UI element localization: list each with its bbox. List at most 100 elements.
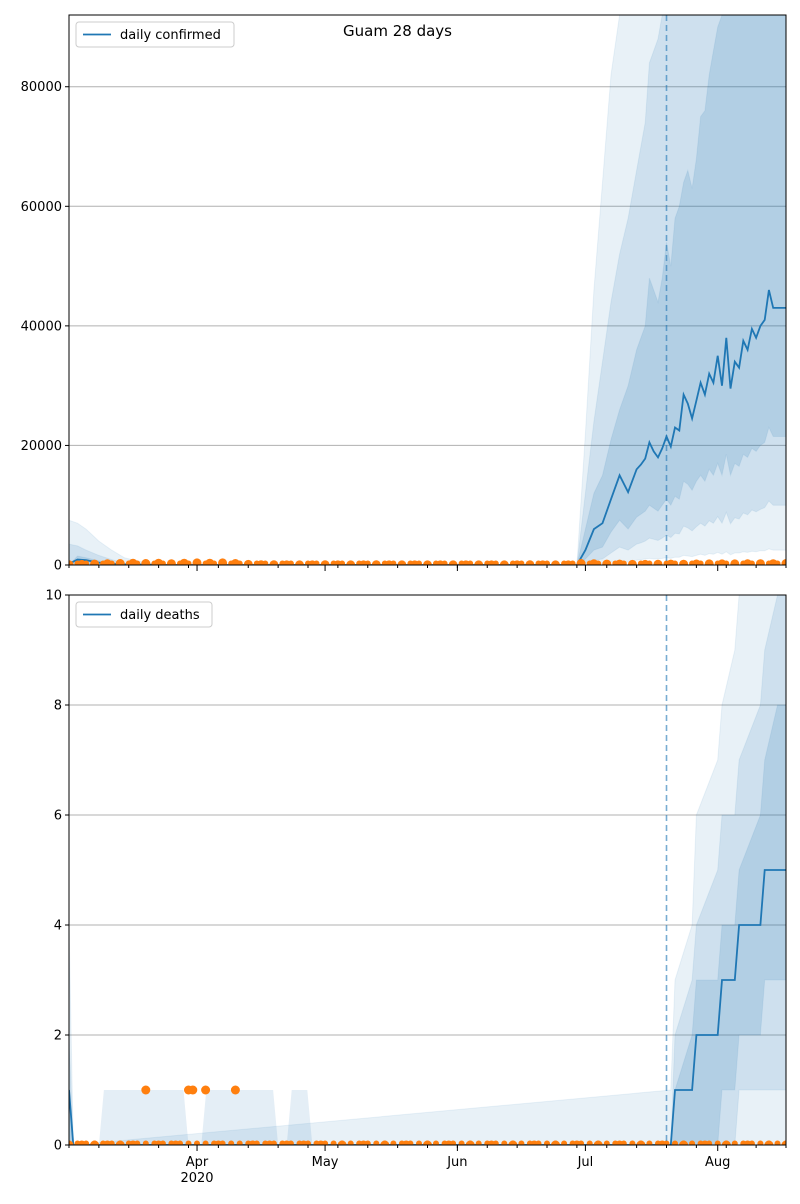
observed-point-baseline bbox=[211, 1140, 218, 1145]
observed-point-baseline bbox=[168, 560, 175, 565]
observed-point-baseline bbox=[390, 1140, 397, 1145]
observed-point-baseline bbox=[535, 1140, 542, 1145]
y-tick-label: 8 bbox=[54, 699, 62, 714]
observed-point-baseline bbox=[91, 1140, 98, 1145]
chart-title: Guam 28 days bbox=[343, 22, 452, 40]
observed-point-baseline bbox=[279, 560, 286, 565]
uncertainty-band80 bbox=[69, 595, 786, 1145]
observed-point-baseline bbox=[765, 1140, 772, 1145]
observed-point-baseline bbox=[748, 560, 755, 565]
observed-point-baseline bbox=[748, 1140, 755, 1145]
observed-point-baseline bbox=[296, 560, 303, 565]
observed-point-baseline bbox=[407, 1140, 414, 1145]
observed-point-baseline bbox=[680, 1140, 687, 1145]
observed-point-baseline bbox=[142, 1140, 149, 1145]
observed-point-baseline bbox=[637, 1140, 644, 1145]
observed-point-baseline bbox=[731, 1140, 738, 1145]
observed-point-baseline bbox=[194, 1140, 200, 1145]
observed-point-baseline bbox=[783, 1140, 786, 1145]
observed-point-baseline bbox=[629, 560, 636, 565]
observed-point-baseline bbox=[313, 1140, 320, 1145]
observed-point-baseline bbox=[305, 1140, 311, 1145]
observed-point-baseline bbox=[416, 560, 422, 565]
observed-point-baseline bbox=[159, 1140, 166, 1145]
observed-point-baseline bbox=[740, 560, 747, 565]
legend-box bbox=[75, 601, 213, 628]
observed-point-baseline bbox=[663, 1140, 670, 1145]
early-uncertainty-band bbox=[98, 1090, 189, 1145]
observed-point-baseline bbox=[202, 560, 209, 565]
observed-point-baseline bbox=[441, 560, 448, 565]
observed-point-baseline bbox=[108, 560, 115, 565]
observed-point-baseline bbox=[578, 1140, 585, 1145]
observed-point-baseline bbox=[467, 1140, 474, 1145]
observed-point-baseline bbox=[544, 1140, 550, 1145]
observed-point-baseline bbox=[689, 560, 696, 565]
observed-point-baseline bbox=[655, 560, 661, 565]
uncertainty-band50 bbox=[69, 704, 786, 1145]
legend-box bbox=[75, 21, 235, 48]
observed-point-baseline bbox=[373, 1140, 380, 1145]
observed-point-baseline bbox=[134, 560, 141, 565]
observed-point-baseline bbox=[731, 560, 738, 565]
observed-point-baseline bbox=[757, 1140, 764, 1145]
x-tick-label: Jul bbox=[577, 1155, 594, 1170]
observed-point-baseline bbox=[509, 1140, 516, 1145]
observed-point-baseline bbox=[569, 560, 576, 565]
observed-point-baseline bbox=[561, 1140, 568, 1145]
observed-point-baseline bbox=[381, 1140, 388, 1145]
x-tick-label: Jun bbox=[446, 1155, 467, 1170]
observed-point-baseline bbox=[458, 1140, 465, 1145]
observed-point-baseline bbox=[142, 560, 149, 565]
observed-point-baseline bbox=[245, 1140, 252, 1145]
observed-point-baseline bbox=[518, 560, 525, 565]
observed-point-baseline bbox=[69, 560, 72, 565]
observed-point-baseline bbox=[433, 560, 439, 565]
observed-point-baseline bbox=[723, 1140, 730, 1145]
uncertainty-band80 bbox=[69, 15, 786, 565]
observed-point-baseline bbox=[441, 1140, 448, 1145]
observed-point-baseline bbox=[364, 560, 371, 565]
y-tick-label: 4 bbox=[54, 919, 62, 934]
observed-point-baseline bbox=[595, 560, 602, 565]
observed-point-baseline bbox=[159, 560, 166, 565]
observed-point-baseline bbox=[416, 1140, 422, 1145]
observed-point-baseline bbox=[117, 560, 124, 565]
observed-point-baseline bbox=[381, 560, 388, 565]
observed-point-baseline bbox=[526, 1140, 533, 1145]
observed-point-baseline bbox=[697, 560, 704, 565]
y-tick-label: 80000 bbox=[21, 80, 62, 95]
observed-point-baseline bbox=[407, 560, 414, 565]
observed-point-baseline bbox=[177, 560, 183, 565]
observed-point-baseline bbox=[714, 1140, 721, 1145]
observed-point-baseline bbox=[347, 560, 354, 565]
observed-point-baseline bbox=[620, 1140, 627, 1145]
observed-point-baseline bbox=[219, 1140, 226, 1145]
observed-point-baseline bbox=[578, 560, 585, 565]
observed-point-baseline bbox=[595, 1140, 602, 1145]
observed-point bbox=[188, 1085, 198, 1095]
observed-point-baseline bbox=[518, 1140, 525, 1145]
observed-point-baseline bbox=[586, 1140, 593, 1145]
uncertainty-band95 bbox=[69, 595, 786, 1145]
observed-point-baseline bbox=[492, 560, 499, 565]
x-tick-sublabel: 2020 bbox=[180, 1171, 213, 1186]
observed-point-baseline bbox=[672, 1140, 678, 1145]
observed-point-baseline bbox=[424, 560, 431, 565]
observed-point-baseline bbox=[211, 560, 218, 565]
observed-point-baseline bbox=[646, 560, 653, 565]
observed-point-baseline bbox=[194, 560, 200, 565]
observed-point-baseline bbox=[552, 560, 559, 565]
observed-point-baseline bbox=[689, 1140, 696, 1145]
observed-point-baseline bbox=[228, 560, 235, 565]
observed-point-baseline bbox=[91, 560, 98, 565]
uncertainty-band50 bbox=[69, 15, 786, 565]
observed-point-baseline bbox=[108, 1140, 115, 1145]
observed-point-baseline bbox=[330, 1140, 337, 1145]
observed-point-baseline bbox=[185, 1140, 192, 1145]
observed-point bbox=[141, 1085, 151, 1095]
observed-point-baseline bbox=[398, 560, 405, 565]
observed-point bbox=[230, 1085, 240, 1095]
observed-point bbox=[201, 1085, 211, 1095]
